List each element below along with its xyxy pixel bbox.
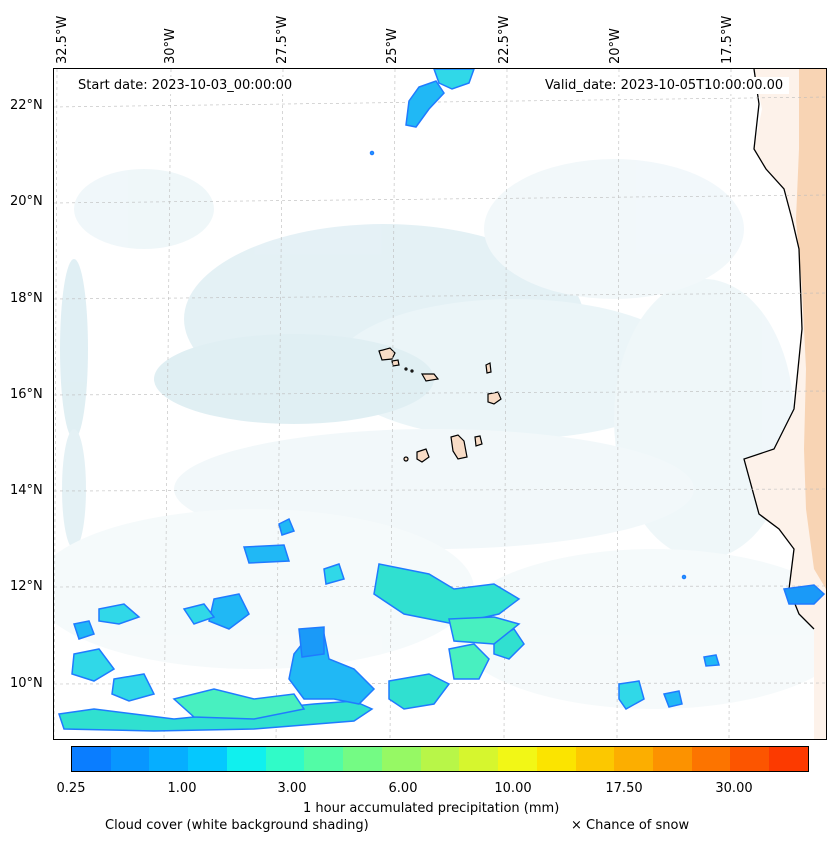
colorbar-tick-3-00: 3.00 — [277, 781, 307, 796]
lon-label-27-5w: 27.5°W — [275, 15, 290, 64]
precipitation-colorbar — [71, 746, 809, 772]
colorbar-segment — [188, 747, 227, 771]
colorbar-segment — [498, 747, 537, 771]
lon-label-22-5w: 22.5°W — [497, 15, 512, 64]
lon-label-17-5w: 17.5°W — [720, 15, 735, 64]
lon-label-30w: 30°W — [163, 28, 178, 64]
lat-label-18n: 18°N — [10, 291, 43, 306]
colorbar-segment — [536, 747, 576, 771]
colorbar-segment — [459, 747, 499, 771]
colorbar-segment — [265, 747, 305, 771]
snow-chance-legend: × Chance of snow — [571, 818, 690, 833]
colorbar-segment — [381, 747, 421, 771]
colorbar-tick-1-00: 1.00 — [167, 781, 197, 796]
colorbar-segment — [614, 747, 654, 771]
colorbar-segment — [343, 747, 382, 771]
colorbar-segment — [149, 747, 189, 771]
africa-topo-shading — [796, 69, 826, 589]
colorbar-tick-6-00: 6.00 — [388, 781, 418, 796]
lat-label-14n: 14°N — [10, 483, 43, 498]
colorbar-segment — [730, 747, 770, 771]
cape-verde-islands — [378, 347, 502, 463]
colorbar-segment — [110, 747, 150, 771]
lat-label-10n: 10°N — [10, 676, 43, 691]
colorbar-segment — [769, 747, 808, 771]
colorbar-tick-17-50: 17.50 — [605, 781, 643, 796]
colorbar-segment — [226, 747, 266, 771]
cloud-cover-shading — [54, 159, 826, 709]
precipitation-patches — [58, 69, 826, 732]
lon-label-20w: 20°W — [608, 28, 623, 64]
cloud-cover-legend: Cloud cover (white background shading) — [105, 818, 369, 833]
colorbar-segment — [691, 747, 731, 771]
colorbar-tick-0-25: 0.25 — [56, 781, 86, 796]
colorbar-title: 1 hour accumulated precipitation (mm) — [303, 801, 560, 816]
colorbar-segment — [72, 747, 111, 771]
africa-coastline — [743, 69, 815, 630]
lon-label-25w: 25°W — [385, 28, 400, 64]
lat-label-22n: 22°N — [10, 98, 43, 113]
colorbar-segment — [575, 747, 615, 771]
colorbar-segment — [420, 747, 460, 771]
colorbar-tick-30-00: 30.00 — [715, 781, 753, 796]
lat-label-12n: 12°N — [10, 579, 43, 594]
colorbar-tick-10-00: 10.00 — [494, 781, 532, 796]
colorbar-segment — [653, 747, 692, 771]
lat-label-20n: 20°N — [10, 194, 43, 209]
lat-label-16n: 16°N — [10, 387, 43, 402]
map-panel — [53, 68, 827, 740]
lon-label-32-5w: 32.5°W — [55, 15, 70, 64]
colorbar-segment — [304, 747, 344, 771]
start-date-label: Start date: 2023-10-03_00:00:00 — [72, 77, 299, 94]
map-canvas — [54, 69, 826, 739]
valid-date-label: Valid_date: 2023-10-05T10:00:00.00 — [539, 77, 790, 94]
